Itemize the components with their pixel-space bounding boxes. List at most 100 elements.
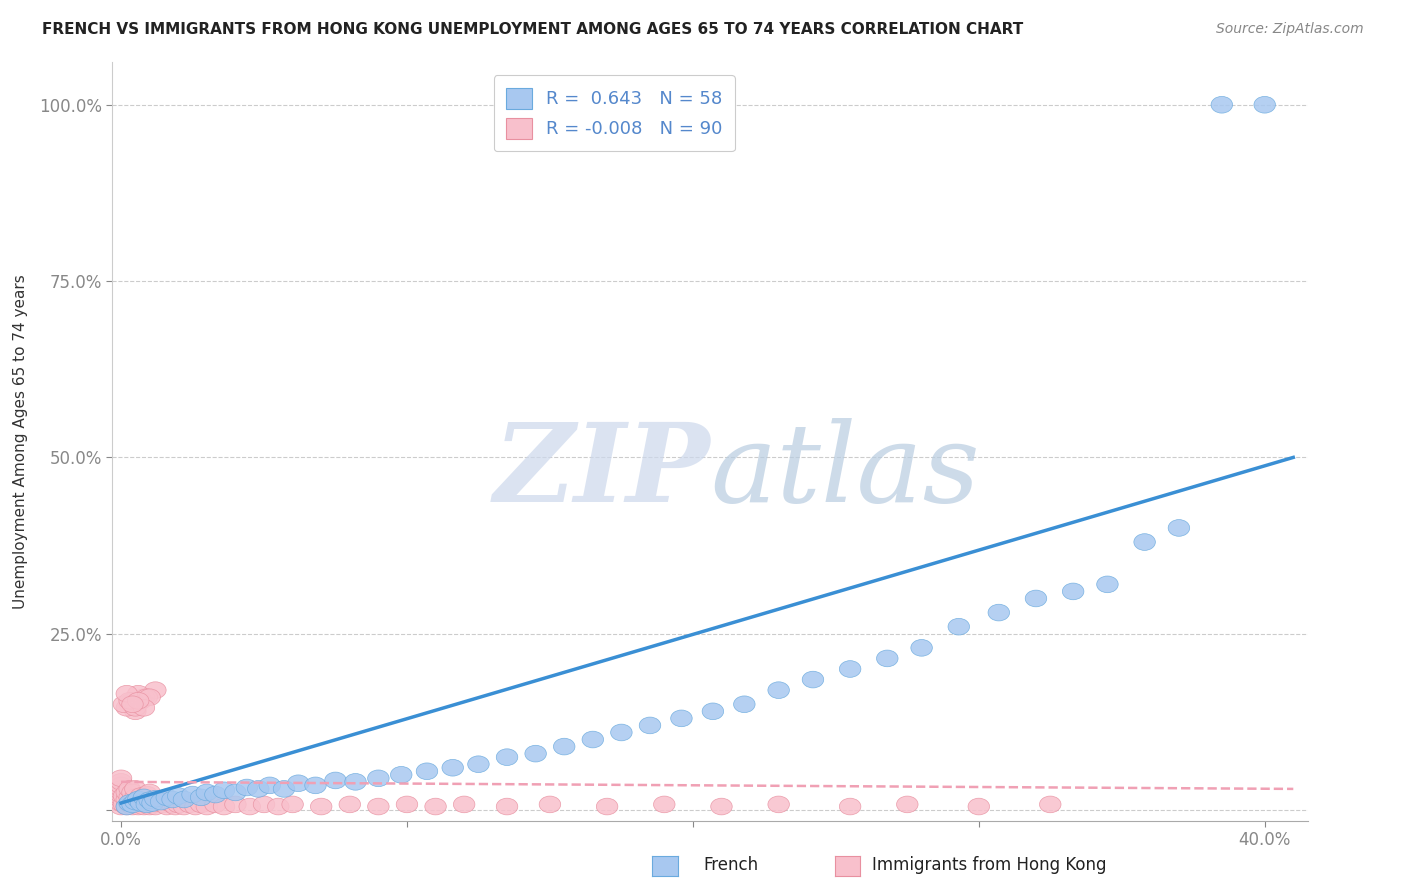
Ellipse shape [139,791,160,808]
Ellipse shape [110,795,132,812]
Ellipse shape [110,783,132,800]
Ellipse shape [139,792,160,808]
Ellipse shape [134,789,155,805]
Ellipse shape [117,685,138,702]
Ellipse shape [1168,520,1189,536]
Ellipse shape [136,689,157,706]
Ellipse shape [128,791,149,808]
Ellipse shape [110,770,132,787]
Ellipse shape [524,746,547,762]
Ellipse shape [125,789,146,805]
Ellipse shape [596,798,617,815]
Ellipse shape [173,791,194,808]
Ellipse shape [179,796,201,813]
Ellipse shape [325,772,346,789]
Ellipse shape [122,784,143,801]
Ellipse shape [441,759,464,776]
Ellipse shape [247,780,269,797]
Ellipse shape [1025,591,1046,607]
Ellipse shape [134,789,155,805]
Ellipse shape [134,689,155,706]
Ellipse shape [122,692,143,709]
Ellipse shape [253,796,274,813]
Ellipse shape [167,788,188,805]
Ellipse shape [173,798,194,815]
Ellipse shape [391,766,412,783]
Ellipse shape [145,790,166,807]
Ellipse shape [671,710,692,727]
Ellipse shape [134,798,155,815]
Ellipse shape [145,681,166,698]
Ellipse shape [582,731,603,747]
Ellipse shape [1097,576,1118,592]
Ellipse shape [156,789,177,805]
Ellipse shape [117,791,138,808]
Ellipse shape [167,796,188,813]
Ellipse shape [117,784,138,801]
Text: ZIP: ZIP [494,418,710,525]
Ellipse shape [496,748,517,765]
Ellipse shape [112,696,135,713]
Ellipse shape [120,795,141,812]
Text: atlas: atlas [710,418,980,525]
Ellipse shape [1211,96,1233,113]
Ellipse shape [654,796,675,813]
Ellipse shape [184,798,207,815]
Ellipse shape [288,775,309,791]
Ellipse shape [988,604,1010,621]
Ellipse shape [128,692,149,709]
Ellipse shape [538,796,561,813]
Ellipse shape [205,786,226,803]
Ellipse shape [128,685,149,702]
Y-axis label: Unemployment Among Ages 65 to 74 years: Unemployment Among Ages 65 to 74 years [13,274,28,609]
Ellipse shape [150,791,172,808]
Ellipse shape [122,798,143,815]
Ellipse shape [768,796,789,813]
Ellipse shape [122,696,143,713]
Ellipse shape [195,784,218,801]
Ellipse shape [117,798,138,815]
Text: Source: ZipAtlas.com: Source: ZipAtlas.com [1216,22,1364,37]
Ellipse shape [131,788,152,805]
Ellipse shape [120,780,141,797]
Ellipse shape [136,796,157,813]
Ellipse shape [190,789,212,805]
Ellipse shape [181,786,204,803]
Ellipse shape [148,795,169,812]
Ellipse shape [311,798,332,815]
Ellipse shape [112,788,135,805]
Ellipse shape [281,796,304,813]
Ellipse shape [710,798,733,815]
Ellipse shape [120,789,141,805]
Ellipse shape [125,699,146,716]
Ellipse shape [214,798,235,815]
Ellipse shape [367,770,389,787]
Ellipse shape [131,692,152,709]
Ellipse shape [150,793,172,810]
Ellipse shape [120,696,141,713]
Text: Immigrants from Hong Kong: Immigrants from Hong Kong [872,856,1107,874]
Ellipse shape [110,789,132,805]
Ellipse shape [734,696,755,713]
Ellipse shape [128,791,149,808]
Ellipse shape [125,793,146,810]
Ellipse shape [125,703,146,720]
Ellipse shape [110,791,132,808]
Ellipse shape [468,756,489,772]
Ellipse shape [139,689,160,706]
Ellipse shape [610,724,633,741]
Ellipse shape [236,779,257,796]
Ellipse shape [367,798,389,815]
Ellipse shape [139,798,160,815]
Ellipse shape [128,798,149,815]
Ellipse shape [110,773,132,790]
Legend: R =  0.643   N = 58, R = -0.008   N = 90: R = 0.643 N = 58, R = -0.008 N = 90 [494,75,735,152]
Ellipse shape [640,717,661,734]
Ellipse shape [120,796,141,813]
Ellipse shape [110,777,132,794]
Ellipse shape [205,796,226,813]
Ellipse shape [1063,583,1084,599]
Ellipse shape [136,786,157,803]
Ellipse shape [225,796,246,813]
Ellipse shape [162,796,183,813]
